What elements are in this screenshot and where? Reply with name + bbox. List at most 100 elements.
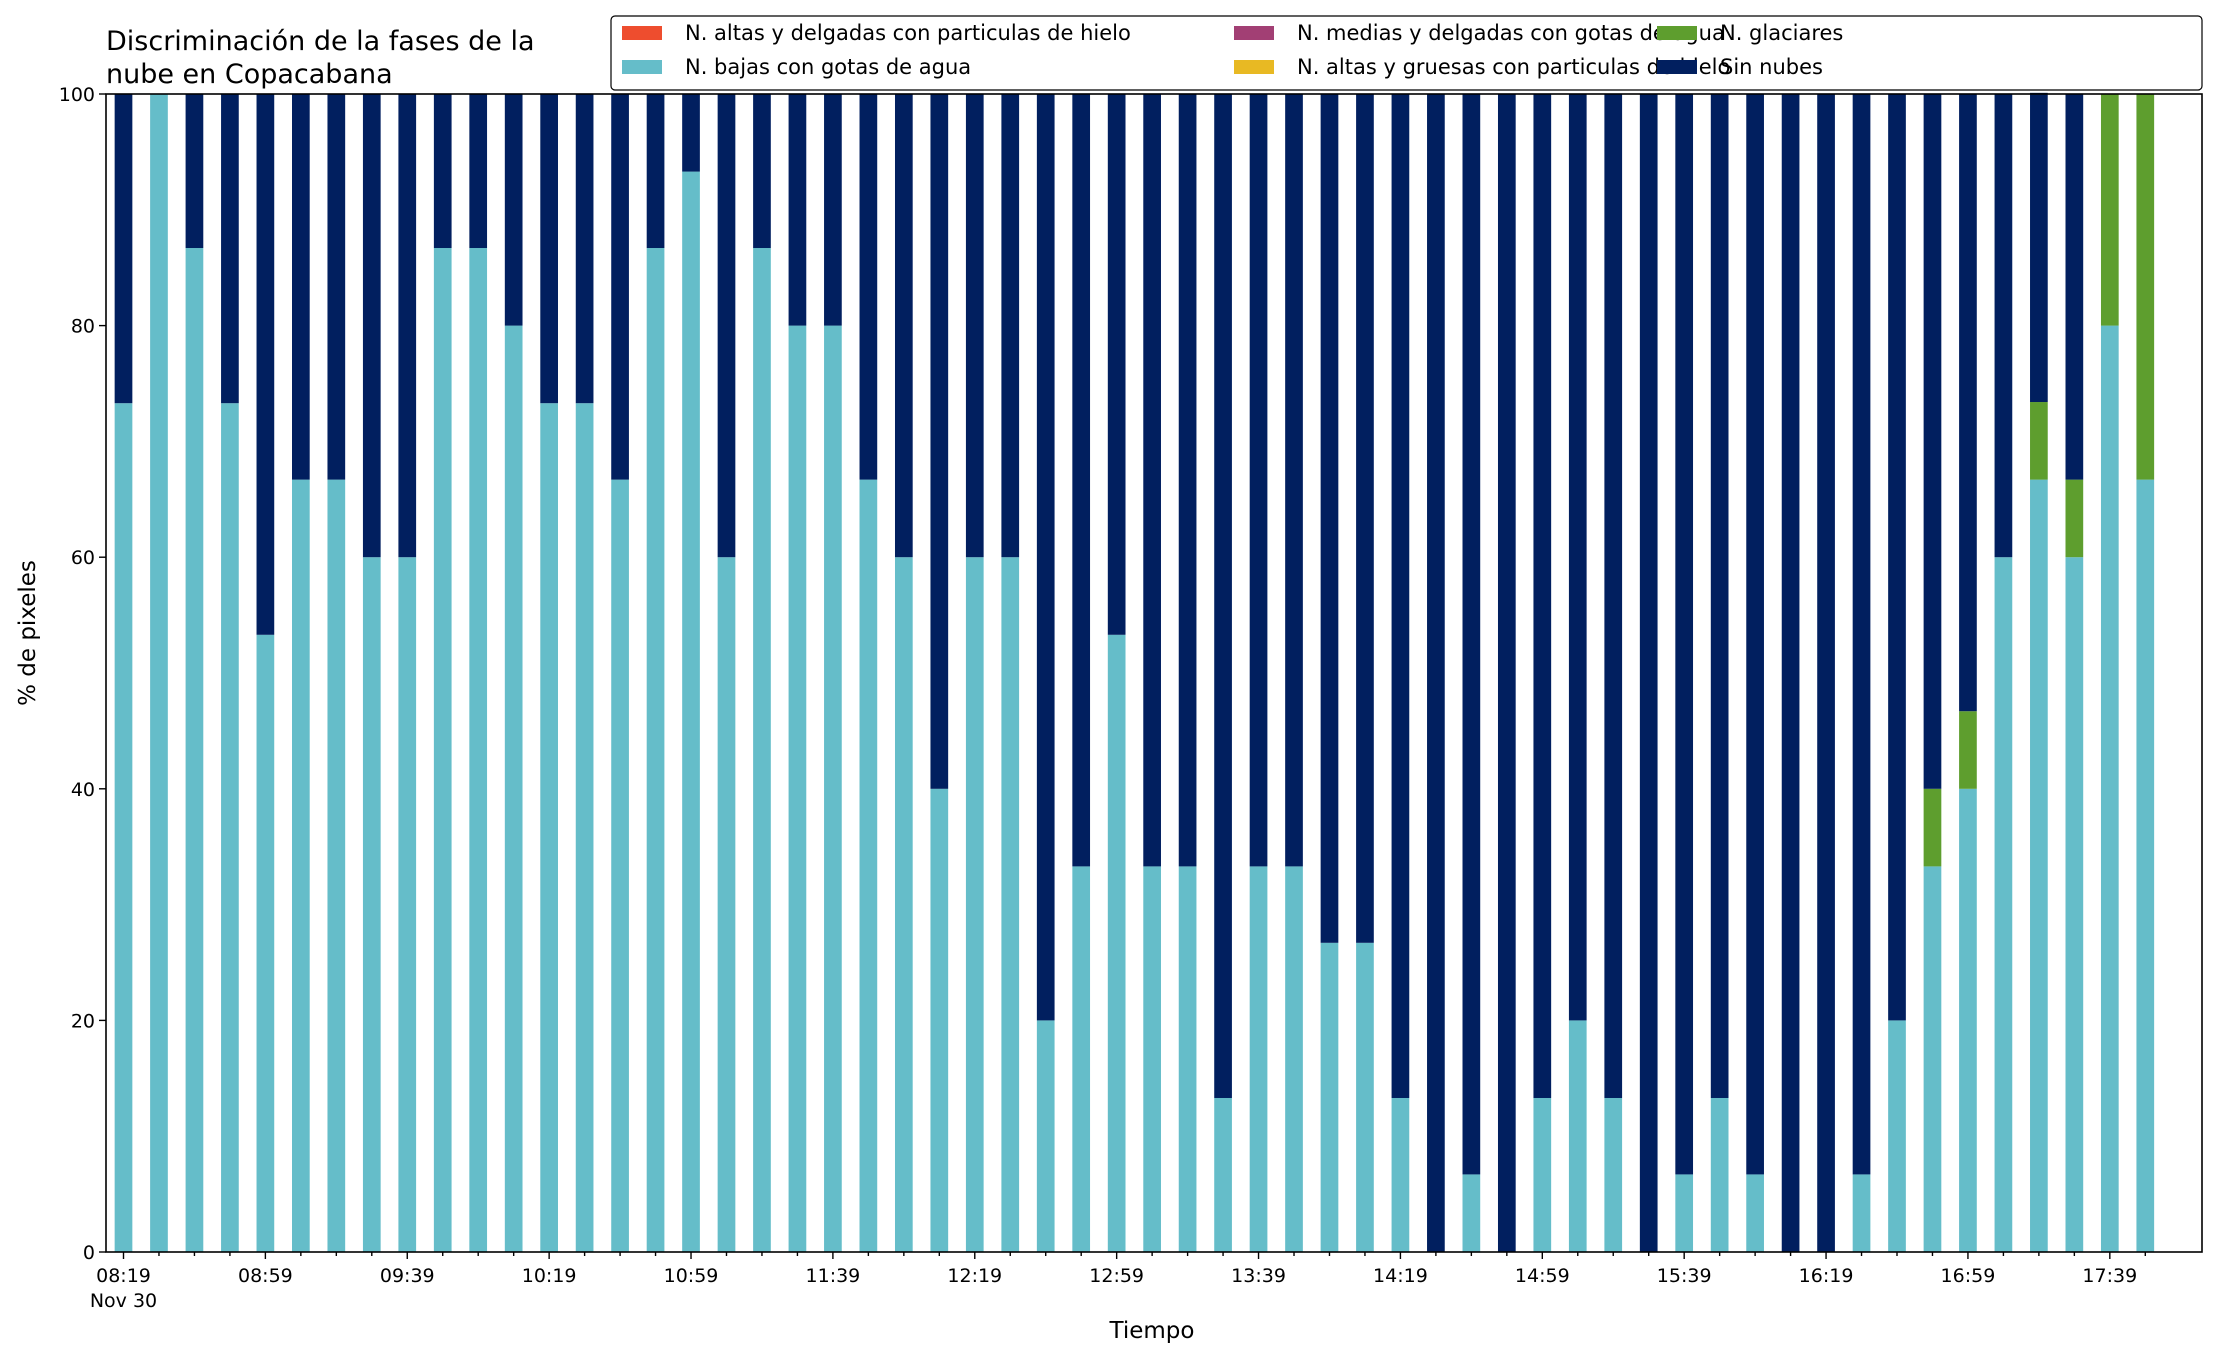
bar-segment <box>682 94 700 172</box>
bar-segment <box>1320 94 1339 943</box>
bar-segment <box>1178 94 1197 867</box>
bar-segment <box>1533 1097 1552 1252</box>
bar-segment <box>2030 402 2048 480</box>
x-tick-label: 17:39 <box>2082 1265 2137 1287</box>
bar-segment <box>753 248 771 1252</box>
bar-segment <box>221 403 239 1252</box>
bar-segment <box>1923 788 1942 867</box>
bar-segment <box>965 557 984 1252</box>
bar-segment <box>327 479 346 1252</box>
bar-segment <box>1391 94 1410 1098</box>
axes: 0 20 40 60 80 100 08:19 08:59 09:39 10:19 10:59 11:… <box>59 84 2203 1312</box>
bar-segment <box>1675 1174 1694 1252</box>
bar-segment <box>1285 866 1303 1252</box>
axes-frame <box>105 93 2203 1253</box>
bar-segment <box>2100 94 2119 326</box>
bar-segment <box>1817 94 1835 1252</box>
bar-segment <box>1710 1097 1729 1252</box>
bar-segment <box>2030 92 2048 403</box>
bar-segment <box>1462 1174 1481 1252</box>
bar-segment <box>327 94 346 480</box>
x-tick-label: 08:59 <box>238 1265 293 1287</box>
bar-segment <box>398 557 417 1252</box>
bar-segment <box>540 403 558 1252</box>
bar-segment <box>1568 94 1587 1021</box>
legend-swatch <box>622 60 662 74</box>
legend-box <box>610 15 2203 91</box>
bar-segment <box>398 94 417 558</box>
chart-title-line-2: nube en Copacabana <box>106 59 393 90</box>
bar-segment <box>1036 1020 1055 1252</box>
bar-segment <box>930 94 949 789</box>
bar-segment <box>1888 94 1906 1021</box>
bar-segment <box>1001 94 1020 558</box>
bar-segment <box>859 479 878 1252</box>
bar-segment <box>2065 557 2084 1252</box>
bar-segment <box>1746 94 1764 1175</box>
bar-segment <box>1320 942 1339 1252</box>
bar-segment <box>2065 479 2084 558</box>
bar-segment <box>1533 94 1552 1098</box>
legend-label: Sin nubes <box>1720 55 1823 79</box>
legend-swatch <box>1234 26 1274 40</box>
bar-segment <box>256 94 275 635</box>
bar-segment <box>1036 94 1055 1021</box>
bar-segment <box>1143 94 1161 867</box>
bar-segment <box>1107 94 1126 635</box>
bar-segment <box>1710 94 1729 1098</box>
bar-segment <box>753 94 771 249</box>
y-tick-label: 60 <box>71 547 95 569</box>
y-tick-label: 40 <box>71 779 95 801</box>
bar-segment <box>433 94 452 249</box>
x-tick-label: 12:59 <box>1089 1265 1144 1287</box>
bar-segment <box>1994 557 2013 1252</box>
x-tick-label: 13:39 <box>1231 1265 1286 1287</box>
bar-segment <box>788 325 807 1253</box>
bar-segment <box>1923 866 1942 1252</box>
bar-segment <box>717 557 736 1252</box>
x-tick-label: 12:19 <box>947 1265 1002 1287</box>
bar-segment <box>575 403 594 1252</box>
bar-segment <box>504 325 523 1253</box>
x-tick-sublabel: Nov 30 <box>90 1290 157 1312</box>
x-tick-label: 16:19 <box>1799 1265 1854 1287</box>
bar-segment <box>646 248 665 1252</box>
y-tick-label: 0 <box>83 1242 95 1264</box>
legend-label: N. bajas con gotas de agua <box>685 55 971 79</box>
bar-segment <box>433 248 452 1252</box>
bar-segment <box>611 479 629 1252</box>
bars <box>114 92 2155 1253</box>
bar-segment <box>1249 94 1268 867</box>
bar-segment <box>540 94 558 404</box>
legend-label: N. glaciares <box>1720 21 1843 45</box>
bar-segment <box>1852 1174 1871 1252</box>
bar-segment <box>1214 1097 1232 1252</box>
legend-swatch <box>1657 26 1697 40</box>
bar-segment <box>1356 94 1374 943</box>
y-tick-label: 80 <box>71 316 95 338</box>
bar-segment <box>469 94 488 249</box>
bar-segment <box>1072 866 1091 1252</box>
bar-segment <box>150 94 168 1252</box>
bar-segment <box>114 403 133 1252</box>
bar-segment <box>1852 94 1871 1175</box>
bar-segment <box>611 94 629 480</box>
legend-label: N. medias y delgadas con gotas de agua <box>1297 21 1725 45</box>
x-tick-label: 15:39 <box>1657 1265 1712 1287</box>
bar-segment <box>1427 94 1445 1252</box>
bar-segment <box>1639 94 1658 1252</box>
bar-segment <box>894 557 913 1252</box>
x-axis-label: Tiempo <box>1109 1318 1195 1344</box>
bar-segment <box>362 94 381 558</box>
bar-segment <box>1462 94 1481 1175</box>
bar-segment <box>1994 94 2013 558</box>
bar-segment <box>965 94 984 558</box>
bar-segment <box>1072 94 1091 867</box>
legend-label: N. altas y delgadas con particulas de hi… <box>685 21 1131 45</box>
bar-segment <box>894 94 913 558</box>
bar-segment <box>1604 94 1623 1098</box>
bar-segment <box>1285 94 1303 867</box>
bar-segment <box>682 171 700 1253</box>
bar-segment <box>1923 94 1942 789</box>
